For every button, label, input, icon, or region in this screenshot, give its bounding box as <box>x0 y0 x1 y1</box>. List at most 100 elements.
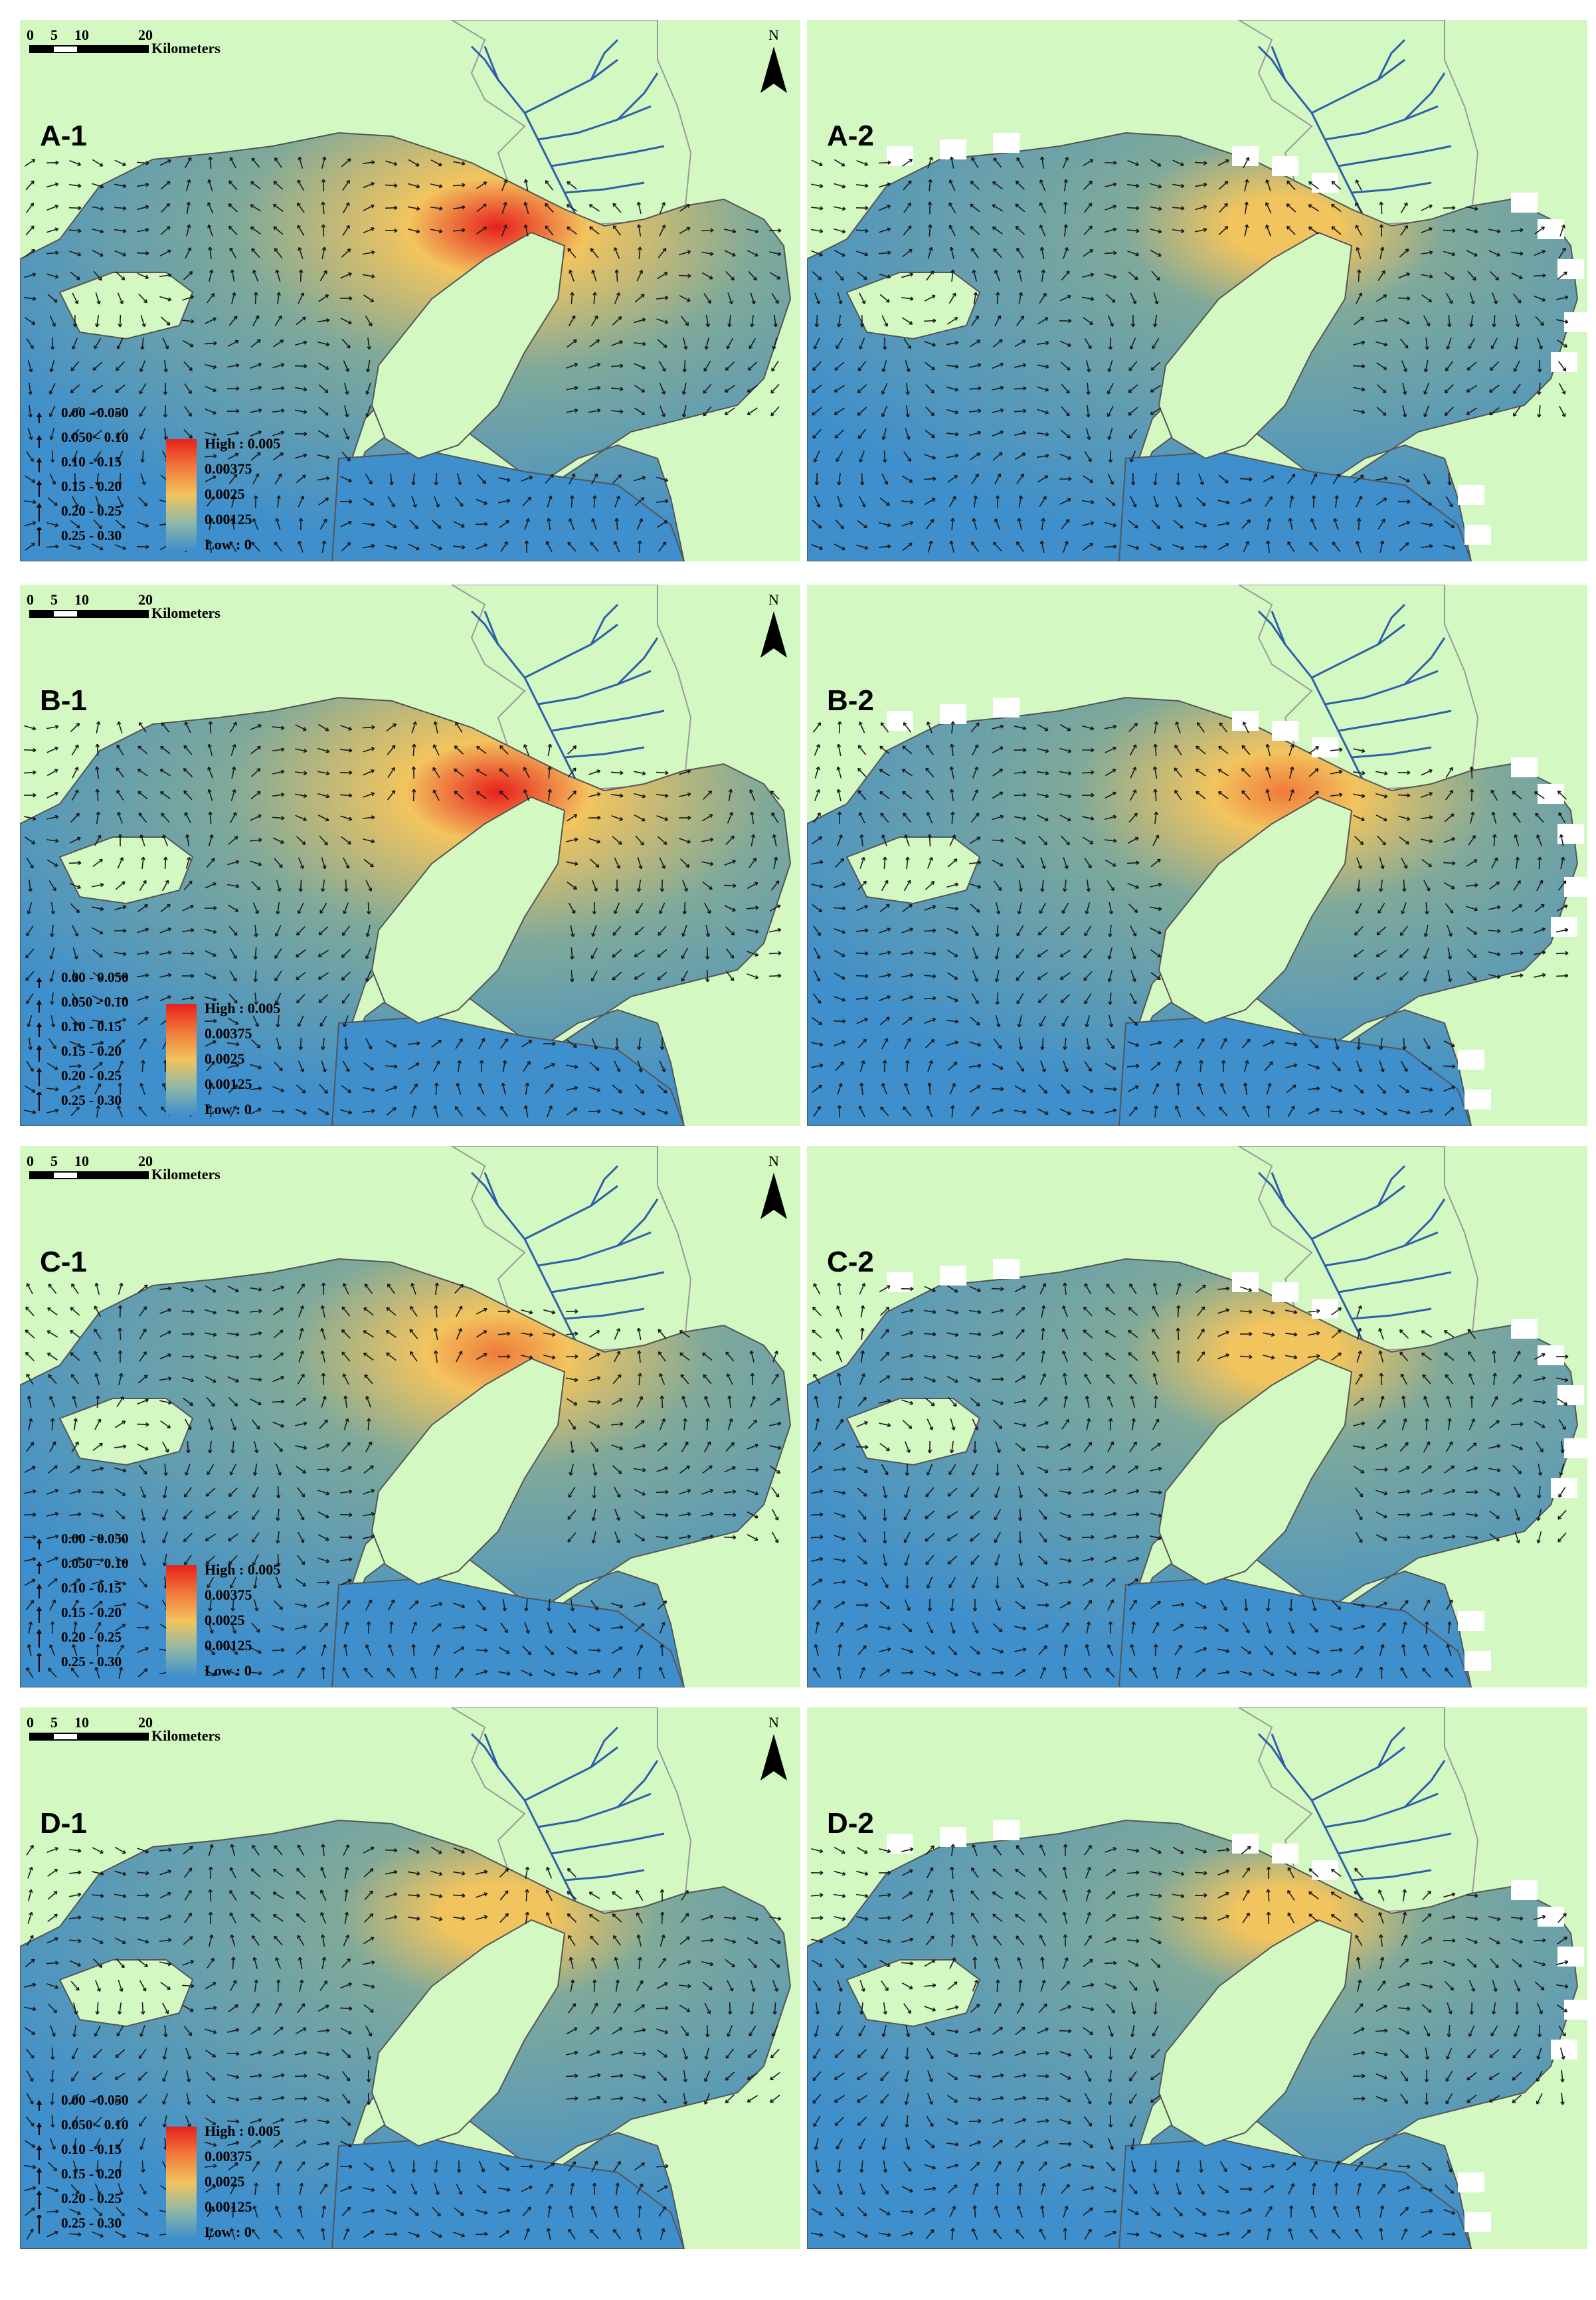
concentration-label: 0.00375 <box>205 2148 252 2164</box>
river <box>1403 637 1446 686</box>
velocity-range: 0.00 - 0.050 <box>61 2092 129 2108</box>
west-island <box>58 1959 194 2028</box>
velocity-range: 0.25 - 0.30 <box>61 1092 122 1108</box>
velocity-vectors <box>810 1844 1569 2241</box>
velocity-arrow-icon <box>37 1092 42 1111</box>
river <box>551 1832 665 1855</box>
map-panel: B-2 <box>807 585 1587 1126</box>
river <box>551 1271 665 1294</box>
map-canvas <box>20 1707 792 2249</box>
scale-tick-label: 10 <box>74 1714 89 1731</box>
south-bay-water <box>1118 2138 1472 2249</box>
island <box>371 1919 566 2147</box>
map-canvas <box>20 20 792 561</box>
island <box>371 1357 566 1586</box>
velocity-range: 0.00 - 0.050 <box>61 405 129 421</box>
concentration-label: High : 0.005 <box>205 1561 281 1578</box>
velocity-arrow-icon <box>37 1606 42 1623</box>
velocity-vectors <box>811 721 1569 1118</box>
island <box>1158 1357 1353 1586</box>
concentration-label: 0.00125 <box>205 1637 252 1654</box>
map-panel: C-2 <box>807 1146 1587 1687</box>
velocity-legend: 0.00 - 0.050 0.050 - 0.10 0.10 - 0.15 0.15 … <box>33 2089 186 2237</box>
river <box>1324 670 1439 706</box>
map-panel: D-1 0 5 10 20 Kilometers N 0.00 - 0.050 0.050 - … <box>20 1707 800 2249</box>
concentration-label: Low : 0 <box>205 1101 252 1117</box>
concentration-label: 0.0025 <box>205 1612 245 1628</box>
north-label: N <box>768 591 779 608</box>
panel-label: C-2 <box>827 1246 874 1278</box>
panel-label: B-1 <box>40 684 87 717</box>
river <box>1257 1733 1286 1768</box>
scale-bar: 0 5 10 20 Kilometers <box>27 1714 252 1754</box>
concentration-label: High : 0.005 <box>205 2123 281 2139</box>
south-bay-water <box>331 1015 685 1126</box>
river <box>616 72 659 121</box>
velocity-range: 0.20 - 0.25 <box>61 503 122 519</box>
velocity-legend: 0.00 - 0.050 0.050 - 0.10 0.10 - 0.15 0.15 … <box>33 1528 186 1676</box>
velocity-vectors <box>810 156 1569 553</box>
river <box>1311 58 1405 114</box>
concentration-label: High : 0.005 <box>205 435 281 452</box>
velocity-arrow-icon <box>37 1000 42 1012</box>
velocity-legend: 0.00 - 0.050 0.050 - 0.10 0.10 - 0.15 0.15 … <box>33 967 186 1114</box>
concentration-label: High : 0.005 <box>205 1000 281 1016</box>
panel-label: B-2 <box>827 684 874 717</box>
river <box>1338 1832 1452 1855</box>
river <box>1311 623 1405 679</box>
river <box>537 670 652 706</box>
island <box>371 796 566 1024</box>
concentration-label: 0.0025 <box>205 486 245 502</box>
south-bay-water <box>331 1577 685 1687</box>
velocity-vectors <box>23 156 782 553</box>
river <box>551 145 665 167</box>
scale-tick-label: 0 <box>27 591 34 608</box>
scale-tick-label: 20 <box>138 1714 153 1731</box>
river <box>470 1171 499 1206</box>
map-canvas <box>807 20 1587 561</box>
river <box>1377 1726 1406 1768</box>
river <box>537 105 652 141</box>
river <box>616 1198 659 1247</box>
velocity-vectors <box>23 1844 782 2241</box>
velocity-range: 0.20 - 0.25 <box>61 2190 122 2206</box>
south-bay-water <box>1118 1577 1472 1687</box>
velocity-range: 0.10 - 0.15 <box>61 1580 122 1596</box>
concentration-label: 0.0025 <box>205 2173 245 2190</box>
velocity-arrow-icon <box>37 2100 42 2111</box>
river <box>564 1869 645 1881</box>
scale-bar: 0 5 10 20 Kilometers <box>27 1153 252 1193</box>
scale-tick-label: 10 <box>74 591 89 608</box>
river <box>524 1185 618 1240</box>
velocity-range: 0.10 - 0.15 <box>61 454 122 470</box>
velocity-range: 0.25 - 0.30 <box>61 1654 122 1670</box>
velocity-arrow-icon <box>37 1561 42 1574</box>
velocity-arrow-icon <box>37 1629 42 1648</box>
map-panel: A-1 0 5 10 20 Kilometers N 0.00 - 0.050 0.050 - … <box>20 20 800 561</box>
river <box>1403 72 1446 121</box>
river <box>1324 1231 1439 1267</box>
velocity-arrow-icon <box>37 2215 42 2234</box>
river <box>564 746 645 759</box>
velocity-legend: 0.00 - 0.050 0.050 - 0.10 0.10 - 0.15 0.15 … <box>33 402 186 549</box>
river <box>524 58 618 114</box>
scale-tick-label: 0 <box>27 1153 34 1169</box>
north-arrow-icon: N <box>754 27 794 100</box>
concentration-label: 0.00125 <box>205 2198 252 2215</box>
grid-edge-cells <box>887 698 1587 1109</box>
river <box>1403 1760 1446 1808</box>
panel-label: A-1 <box>40 120 87 152</box>
concentration-legend: High : 0.005 0.00375 0.0025 0.00125 Low : 0 <box>166 1561 339 1681</box>
river <box>470 45 499 80</box>
concentration-label: Low : 0 <box>205 536 252 553</box>
velocity-range: 0.20 - 0.25 <box>61 1629 122 1645</box>
velocity-arrow-icon <box>37 977 42 988</box>
velocity-arrow-icon <box>37 413 42 423</box>
river <box>524 1746 618 1802</box>
scale-unit: Kilometers <box>151 605 221 621</box>
color-ramp <box>166 2127 197 2238</box>
north-arrow-icon: N <box>754 1714 794 1787</box>
scale-tick-label: 20 <box>138 591 153 608</box>
scale-bar: 0 5 10 20 Kilometers <box>27 27 252 66</box>
scale-tick-label: 5 <box>50 27 58 43</box>
